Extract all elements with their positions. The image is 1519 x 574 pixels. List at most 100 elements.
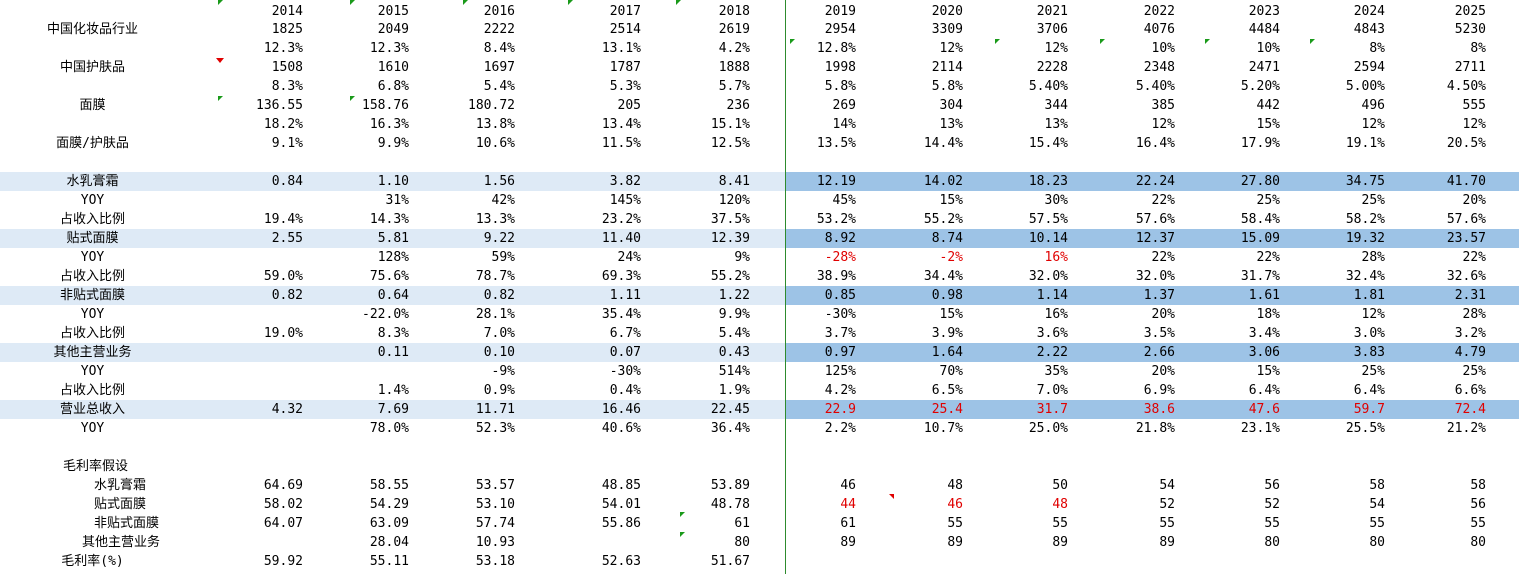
row-label[interactable]: 其他主营业务	[53, 345, 132, 360]
data-cell[interactable]: 0.64	[377, 288, 409, 303]
data-cell[interactable]: 128%	[377, 250, 409, 265]
data-cell[interactable]: 20%	[1151, 307, 1175, 322]
data-cell[interactable]: 442	[1256, 98, 1280, 113]
data-cell[interactable]: 15.1%	[710, 117, 750, 132]
data-cell[interactable]: 2348	[1143, 60, 1175, 75]
data-cell[interactable]: 2.31	[1454, 288, 1486, 303]
data-cell[interactable]: 304	[939, 98, 963, 113]
data-cell[interactable]: 78.0%	[369, 421, 409, 436]
data-cell[interactable]: 5230	[1454, 22, 1486, 37]
data-cell[interactable]: 19.1%	[1345, 136, 1385, 151]
data-cell[interactable]: 2222	[483, 22, 515, 37]
data-cell[interactable]	[213, 419, 303, 438]
data-cell[interactable]: 514%	[718, 364, 750, 379]
data-cell[interactable]: 20%	[1151, 364, 1175, 379]
data-cell[interactable]: 9.1%	[271, 136, 303, 151]
data-cell[interactable]: 64.07	[263, 516, 303, 531]
data-cell[interactable]: 1508	[271, 60, 303, 75]
data-cell[interactable]: 19.4%	[263, 212, 303, 227]
data-cell[interactable]: 25.5%	[1345, 421, 1385, 436]
data-cell[interactable]: 15.09	[1240, 231, 1280, 246]
data-cell[interactable]	[213, 381, 303, 400]
data-cell[interactable]: 1610	[377, 60, 409, 75]
data-cell[interactable]	[660, 153, 750, 172]
row-label[interactable]	[0, 115, 185, 134]
data-cell[interactable]: 3.2%	[1454, 326, 1486, 341]
data-cell[interactable]: 0.98	[931, 288, 963, 303]
data-cell[interactable]: 14%	[832, 117, 856, 132]
data-cell[interactable]	[551, 457, 641, 476]
data-cell[interactable]: 55	[1264, 516, 1280, 531]
data-cell[interactable]: 58.02	[263, 497, 303, 512]
data-cell[interactable]: 23.2%	[601, 212, 641, 227]
row-label[interactable]: 水乳膏霜	[66, 174, 119, 189]
data-cell[interactable]: 5.40%	[1135, 79, 1175, 94]
data-cell[interactable]: 55	[1470, 516, 1486, 531]
data-cell[interactable]	[978, 153, 1068, 172]
data-cell[interactable]: 3.4%	[1248, 326, 1280, 341]
data-cell[interactable]	[978, 457, 1068, 476]
row-label[interactable]: YOY	[80, 193, 105, 208]
data-cell[interactable]: 10%	[1256, 41, 1280, 56]
data-cell[interactable]: 5.4%	[483, 79, 515, 94]
data-cell[interactable]: 12%	[1044, 41, 1068, 56]
data-cell[interactable]: 54	[1369, 497, 1385, 512]
data-cell[interactable]: 80	[734, 535, 750, 550]
data-cell[interactable]: 1.56	[483, 174, 515, 189]
data-cell[interactable]: 9.22	[483, 231, 515, 246]
data-cell[interactable]: 8.3%	[377, 326, 409, 341]
data-cell[interactable]	[551, 438, 641, 457]
row-label[interactable]: YOY	[80, 364, 105, 379]
data-cell[interactable]	[551, 153, 641, 172]
data-cell[interactable]: 18.2%	[263, 117, 303, 132]
row-label[interactable]: 贴式面膜	[66, 231, 119, 246]
data-cell[interactable]: 158.76	[362, 98, 409, 113]
data-cell[interactable]: 36.4%	[710, 421, 750, 436]
data-cell[interactable]: 31.7	[1036, 402, 1068, 417]
data-cell[interactable]: 15%	[939, 193, 963, 208]
data-cell[interactable]: 64.69	[263, 478, 303, 493]
data-cell[interactable]: 54	[1159, 478, 1175, 493]
row-label[interactable]: 中国护肤品	[59, 60, 125, 75]
data-cell[interactable]: 34.75	[1345, 174, 1385, 189]
data-cell[interactable]: 54.01	[601, 497, 641, 512]
data-cell[interactable]: 72.4	[1454, 402, 1486, 417]
data-cell[interactable]: 4076	[1143, 22, 1175, 37]
row-label[interactable]: 水乳膏霜	[94, 478, 147, 493]
data-cell[interactable]: 57.6%	[1135, 212, 1175, 227]
data-cell[interactable]: 555	[1462, 98, 1486, 113]
row-label[interactable]: 非贴式面膜	[94, 516, 160, 531]
data-cell[interactable]: 55.11	[369, 554, 409, 569]
data-cell[interactable]: 16.4%	[1135, 136, 1175, 151]
row-label[interactable]: 中国化妆品行业	[46, 22, 138, 37]
data-cell[interactable]: 8.3%	[271, 79, 303, 94]
data-cell[interactable]: 16%	[1044, 307, 1068, 322]
data-cell[interactable]: 2619	[718, 22, 750, 37]
data-cell[interactable]: 48	[1052, 497, 1068, 512]
year-header-2020[interactable]: 2020	[931, 4, 963, 19]
data-cell[interactable]: 2514	[609, 22, 641, 37]
data-cell[interactable]	[213, 248, 303, 267]
data-cell[interactable]: 12%	[1361, 117, 1385, 132]
data-cell[interactable]: 12.19	[816, 174, 856, 189]
data-cell[interactable]	[873, 438, 963, 457]
data-cell[interactable]	[1085, 438, 1175, 457]
data-cell[interactable]: 12%	[1462, 117, 1486, 132]
data-cell[interactable]	[766, 457, 856, 476]
data-cell[interactable]: 61	[840, 516, 856, 531]
data-cell[interactable]: 4484	[1248, 22, 1280, 37]
data-cell[interactable]: 11.71	[475, 402, 515, 417]
data-cell[interactable]: 5.7%	[718, 79, 750, 94]
data-cell[interactable]: 3.6%	[1036, 326, 1068, 341]
data-cell[interactable]: 21.2%	[1446, 421, 1486, 436]
data-cell[interactable]: 1.81	[1353, 288, 1385, 303]
data-cell[interactable]: 45%	[832, 193, 856, 208]
data-cell[interactable]: 10.93	[475, 535, 515, 550]
data-cell[interactable]: 6.7%	[609, 326, 641, 341]
data-cell[interactable]: 52.3%	[475, 421, 515, 436]
data-cell[interactable]: 8.4%	[483, 41, 515, 56]
data-cell[interactable]: 3.82	[609, 174, 641, 189]
data-cell[interactable]: 30%	[1044, 193, 1068, 208]
data-cell[interactable]	[1190, 552, 1280, 571]
data-cell[interactable]: 1.37	[1143, 288, 1175, 303]
